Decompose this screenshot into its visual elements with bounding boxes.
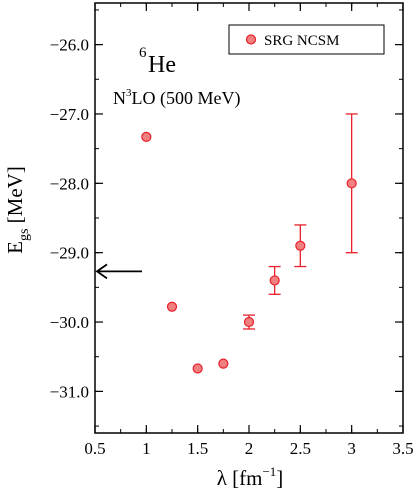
legend: SRG NCSM: [228, 24, 385, 55]
arrow-head: [95, 263, 108, 280]
nucleus-mass: 6: [139, 45, 147, 61]
y-axis-title-sub: gs: [17, 229, 32, 241]
data-point: [269, 275, 280, 286]
y-axis-title-tail: [MeV]: [3, 166, 27, 228]
x-axis-title-main: λ [fm: [217, 466, 263, 490]
x-tick-label: 1.5: [187, 439, 208, 458]
x-tick-label: 3: [347, 439, 356, 458]
y-tick-label: −30.0: [50, 313, 89, 332]
y-axis-title: Egs [MeV]: [3, 166, 32, 254]
interaction-annotation: N3LO (500 MeV): [113, 87, 240, 109]
x-tick-label: 1: [142, 439, 151, 458]
nucleus-annotation: 6 He: [139, 45, 176, 78]
x-tick-label: 2: [245, 439, 254, 458]
interaction-exp: 3: [126, 87, 132, 99]
data-points: [141, 131, 357, 374]
legend-marker: [245, 34, 257, 45]
x-tick-label: 2.5: [290, 439, 311, 458]
x-axis-title-tail: ]: [276, 466, 283, 490]
plot-frame: [94, 2, 404, 434]
tick-labels: 0.5 1 1.5 2 2.5 3 3.5 −31.0 −30.0 −29.0 −28.0 −27.0…: [50, 36, 414, 458]
data-point: [346, 178, 357, 189]
axis-ticks: [94, 3, 404, 433]
error-bars: [243, 113, 358, 330]
data-point: [141, 131, 152, 142]
x-tick-label: 0.5: [84, 439, 105, 458]
y-tick-label: −29.0: [50, 244, 89, 263]
x-axis-title: λ [fm−1]: [217, 464, 284, 490]
x-axis-title-exp: −1: [262, 464, 276, 479]
data-point: [166, 301, 178, 312]
interaction-base: N: [113, 88, 126, 108]
legend-label: SRG NCSM: [264, 33, 339, 49]
nucleus-symbol: He: [148, 52, 176, 78]
reference-arrow: [95, 263, 142, 280]
data-point: [243, 316, 255, 328]
x-tick-label: 3.5: [392, 439, 413, 458]
y-tick-label: −28.0: [50, 174, 89, 193]
y-axis-title-main: E: [3, 241, 27, 254]
data-point: [192, 363, 203, 374]
data-point: [218, 358, 229, 369]
y-tick-label: −31.0: [50, 382, 89, 401]
y-tick-label: −26.0: [50, 36, 89, 55]
data-point: [295, 240, 306, 251]
interaction-tail: LO (500 MeV): [132, 88, 241, 109]
y-tick-label: −27.0: [50, 105, 89, 124]
